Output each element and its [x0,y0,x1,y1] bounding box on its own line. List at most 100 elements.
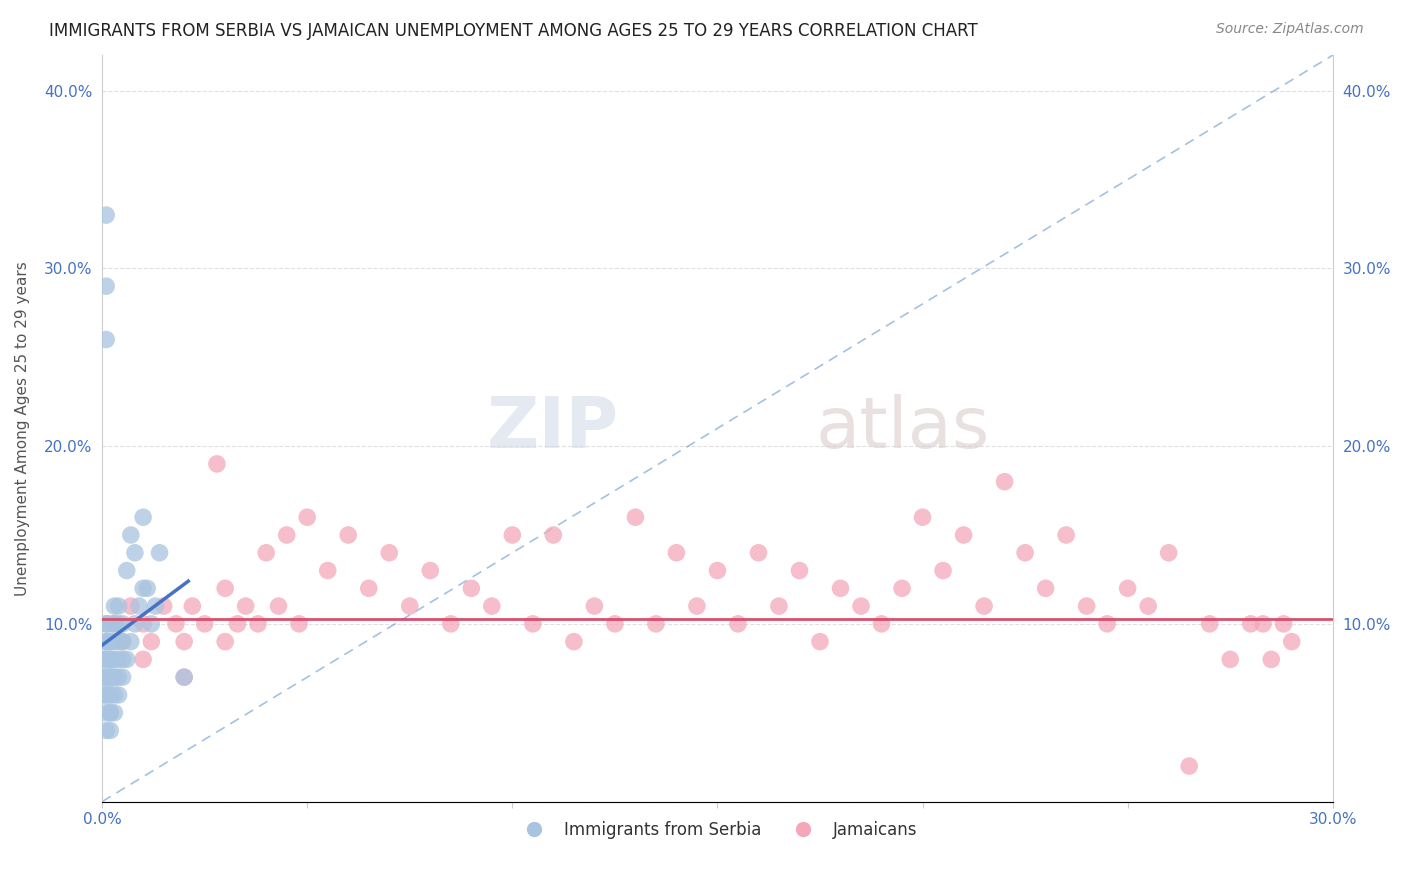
Point [665,546,688,560]
Point [830,582,852,596]
Point [357,582,380,596]
Point [194,616,217,631]
Point [128,599,150,613]
Point [1116,582,1139,596]
Text: Source: ZipAtlas.com: Source: ZipAtlas.com [1216,22,1364,37]
Point [96,333,118,347]
Point [543,528,565,542]
Point [378,546,401,560]
Point [267,599,290,613]
Point [768,599,790,613]
Point [1219,652,1241,666]
Point [91,688,114,702]
Point [181,599,204,613]
Point [132,616,155,631]
Point [891,582,914,596]
Point [173,670,195,684]
Point [994,475,1017,489]
Point [96,634,118,648]
Point [98,652,121,666]
Point [103,670,125,684]
Point [107,616,129,631]
Point [115,564,138,578]
Point [107,652,129,666]
Point [98,706,121,720]
Point [120,634,142,648]
Point [111,616,134,631]
Point [103,670,125,684]
Point [173,670,195,684]
Point [727,616,749,631]
Point [246,616,269,631]
Point [141,616,163,631]
Point [120,599,142,613]
Point [1272,616,1295,631]
Point [522,616,544,631]
Point [103,616,125,631]
Point [98,634,121,648]
Point [107,634,129,648]
Point [1035,582,1057,596]
Point [214,634,236,648]
Point [145,599,167,613]
Point [501,528,523,542]
Point [96,706,118,720]
Point [98,652,121,666]
Point [706,564,728,578]
Point [91,652,114,666]
Point [1178,759,1201,773]
Point [103,599,125,613]
Point [96,670,118,684]
Point [103,634,125,648]
Point [96,652,118,666]
Text: IMMIGRANTS FROM SERBIA VS JAMAICAN UNEMPLOYMENT AMONG AGES 25 TO 29 YEARS CORREL: IMMIGRANTS FROM SERBIA VS JAMAICAN UNEMP… [49,22,979,40]
Point [124,616,146,631]
Point [107,599,129,613]
Text: ZIP: ZIP [486,394,619,463]
Point [849,599,872,613]
Point [1054,528,1077,542]
Point [1281,634,1303,648]
Point [1251,616,1274,631]
Point [141,634,163,648]
Point [96,616,118,631]
Point [173,634,195,648]
Point [686,599,709,613]
Point [98,706,121,720]
Point [1240,616,1263,631]
Point [214,582,236,596]
Point [1014,546,1036,560]
Point [562,634,585,648]
Point [103,616,125,631]
Point [148,546,170,560]
Point [111,670,134,684]
Point [235,599,257,613]
Y-axis label: Unemployment Among Ages 25 to 29 years: Unemployment Among Ages 25 to 29 years [15,261,30,596]
Point [98,688,121,702]
Point [165,616,187,631]
Point [952,528,974,542]
Point [98,723,121,738]
Point [107,688,129,702]
Point [398,599,420,613]
Point [254,546,277,560]
Point [132,510,155,524]
Point [603,616,626,631]
Point [98,688,121,702]
Point [91,670,114,684]
Point [481,599,503,613]
Point [103,706,125,720]
Point [111,652,134,666]
Point [96,688,118,702]
Point [136,582,159,596]
Point [98,670,121,684]
Point [870,616,893,631]
Point [316,564,339,578]
Point [96,634,118,648]
Point [276,528,298,542]
Point [132,652,155,666]
Point [115,652,138,666]
Legend: Immigrants from Serbia, Jamaicans: Immigrants from Serbia, Jamaicans [510,814,924,846]
Point [808,634,831,648]
Point [932,564,955,578]
